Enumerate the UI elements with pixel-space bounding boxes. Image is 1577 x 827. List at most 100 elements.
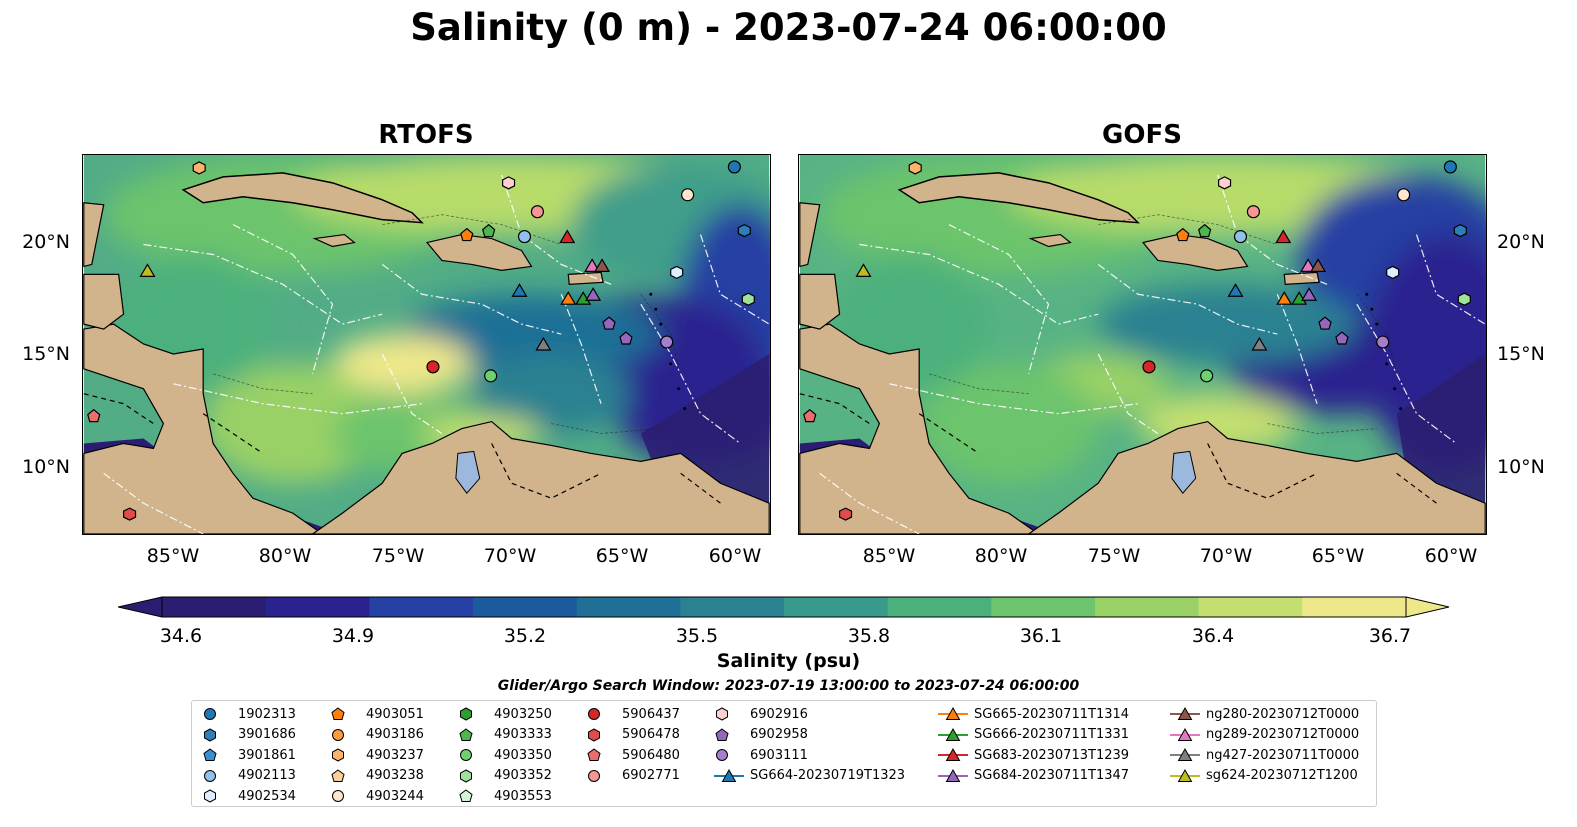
legend-entry-label: SG665-20230711T1314	[974, 706, 1130, 722]
legend-marker-icon	[460, 707, 472, 721]
legend-entry: 4903250	[458, 704, 552, 724]
legend-entry: 3901686	[202, 725, 296, 745]
x-tick-label: 85°W	[146, 545, 200, 567]
gofs-salinity-map	[798, 154, 1487, 535]
legend-marker-icon	[1170, 727, 1200, 741]
legend-entry-label: sg624-20230712T1200	[1206, 768, 1358, 783]
legend-entry: 5906478	[586, 725, 680, 745]
legend-entry-label: 1902313	[238, 706, 296, 722]
legend-entry-label: SG666-20230711T1331	[974, 727, 1130, 742]
legend-marker-icon	[332, 790, 344, 802]
legend-entry-label: 6902771	[622, 768, 680, 783]
legend-entry-label: ng427-20230711T0000	[1206, 747, 1360, 763]
legend-marker-icon	[203, 748, 217, 761]
legend-entry-label: 3901861	[238, 747, 296, 763]
legend-marker-icon	[331, 707, 345, 720]
legend-marker-icon	[332, 748, 344, 762]
legend-marker-icon	[588, 708, 600, 720]
colorbar-tick-label: 34.9	[331, 625, 375, 647]
x-tick-label: 70°W	[483, 545, 537, 567]
colorbar-tick-label: 34.6	[159, 625, 203, 647]
legend-marker-icon	[460, 768, 472, 783]
legend-marker-icon	[938, 706, 968, 720]
legend-entry: 4903244	[330, 786, 424, 806]
legend-marker-icon	[1170, 747, 1200, 761]
legend-entry: 4903352	[458, 766, 552, 786]
legend-entry: 4903237	[330, 745, 424, 765]
legend-marker-icon	[460, 749, 472, 761]
legend-entry-label: 5906478	[622, 727, 680, 742]
colorbar-tick-label: 35.2	[503, 625, 547, 647]
legend-marker-icon	[1170, 768, 1200, 782]
colorbar-segment	[473, 597, 578, 617]
colorbar-segment	[1302, 597, 1407, 617]
legend-marker-icon	[587, 748, 601, 761]
legend-entry: ng427-20230711T0000	[1170, 745, 1359, 765]
panel-title-gofs: GOFS	[1102, 120, 1182, 150]
x-tick-label: 65°W	[595, 545, 649, 567]
legend-entry: 6902771	[586, 766, 680, 786]
legend-entry-label: SG664-20230719T1323	[750, 768, 906, 783]
legend-marker-icon	[938, 768, 968, 782]
legend-entry-label: 6902958	[750, 727, 808, 742]
legend-entry-label: 4902534	[238, 788, 296, 804]
legend-entry: 6902916	[714, 704, 808, 724]
colorbar-segment	[1198, 597, 1303, 617]
legend-entry-label: 4903250	[494, 706, 552, 722]
legend-entry: 5906480	[586, 745, 680, 765]
legend-marker-icon	[459, 727, 473, 741]
x-tick-label: 70°W	[1199, 545, 1253, 567]
legend-entry: 4902534	[202, 786, 296, 806]
legend-entry-label: 4903352	[494, 768, 552, 783]
legend-entry-label: 4902113	[238, 768, 296, 783]
colorbar-tick-label: 36.1	[1019, 625, 1063, 647]
legend-entry: 6903111	[714, 745, 808, 765]
legend-entry: SG665-20230711T1314	[938, 704, 1129, 724]
legend-entry-label: 4903553	[494, 788, 552, 804]
legend-entry: SG683-20230713T1239	[938, 745, 1129, 765]
legend-entry: sg624-20230712T1200	[1170, 766, 1358, 786]
legend-entry: ng289-20230712T0000	[1170, 725, 1359, 745]
legend-entry-label: SG684-20230711T1347	[974, 768, 1130, 783]
x-tick-label: 80°W	[974, 545, 1028, 567]
colorbar-segment	[265, 597, 370, 617]
legend-marker-icon	[459, 789, 473, 802]
legend-marker-icon	[204, 708, 216, 720]
legend-entry-label: 5906480	[622, 747, 680, 763]
y-tick-label: 10°N	[22, 456, 70, 478]
legend-entry-label: 4903237	[366, 747, 424, 763]
legend-entry: 4903051	[330, 704, 424, 724]
search-window-text: Glider/Argo Search Window: 2023-07-19 13…	[497, 678, 1080, 694]
colorbar-segment	[369, 597, 474, 617]
legend-entry: 4903186	[330, 725, 424, 745]
legend-marker-icon	[332, 728, 344, 741]
salinity-colorbar	[118, 596, 1450, 618]
legend: 1902313 3901686 3901861 4902113 4902534 49030…	[191, 700, 1377, 807]
y-tick-label: 20°N	[1497, 231, 1545, 253]
legend-entry: 4902113	[202, 766, 296, 786]
legend-marker-icon	[714, 768, 744, 782]
x-tick-label: 80°W	[258, 545, 312, 567]
x-tick-label: 65°W	[1311, 545, 1365, 567]
colorbar-tick-label: 36.7	[1368, 625, 1412, 647]
rtofs-salinity-map	[82, 154, 771, 535]
colorbar-label: Salinity (psu)	[716, 650, 861, 672]
legend-entry: 4903333	[458, 725, 552, 745]
legend-marker-icon	[938, 747, 968, 761]
colorbar-segment	[162, 597, 267, 617]
y-tick-label: 10°N	[1497, 456, 1545, 478]
legend-entry-label: 5906437	[622, 706, 680, 722]
legend-entry: 3901861	[202, 745, 296, 765]
x-tick-label: 85°W	[862, 545, 916, 567]
x-tick-label: 75°W	[371, 545, 425, 567]
legend-entry-label: 4903244	[366, 788, 424, 804]
colorbar-segment	[680, 597, 785, 617]
legend-entry-label: ng280-20230712T0000	[1206, 706, 1360, 722]
legend-entry-label: 4903350	[494, 747, 552, 763]
y-tick-label: 15°N	[22, 343, 70, 365]
legend-entry-label: 4903333	[494, 727, 552, 742]
y-tick-label: 15°N	[1497, 343, 1545, 365]
legend-entry: 6902958	[714, 725, 808, 745]
legend-entry: SG666-20230711T1331	[938, 725, 1129, 745]
legend-entry-label: 4903051	[366, 706, 424, 722]
